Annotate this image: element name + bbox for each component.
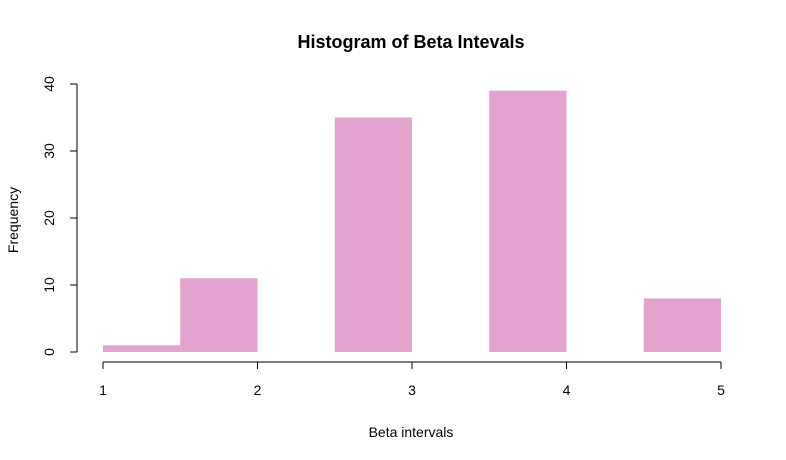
x-tick-label: 5 [717, 382, 725, 398]
x-axis: 1 2 3 4 5 [99, 361, 725, 398]
histogram-bar-3 [334, 117, 412, 352]
x-tick-label: 4 [563, 382, 571, 398]
x-tick-label: 3 [408, 382, 416, 398]
y-tick-label: 20 [41, 210, 57, 226]
y-axis-label: Frequency [5, 187, 21, 253]
y-tick-label: 0 [41, 348, 57, 356]
x-tick-label: 2 [254, 382, 262, 398]
histogram-bar-4 [489, 90, 567, 352]
histogram-bar-5 [643, 298, 721, 352]
y-tick-label: 10 [41, 277, 57, 293]
y-tick-label: 40 [41, 76, 57, 92]
y-axis: 0 10 20 30 40 [41, 76, 78, 356]
y-tick-label: 30 [41, 143, 57, 159]
histogram-bar-1 [103, 345, 181, 352]
bars-group [103, 90, 721, 352]
chart-title: Histogram of Beta Intevals [297, 32, 524, 52]
x-axis-label: Beta intervals [369, 424, 454, 440]
x-tick-label: 1 [99, 382, 107, 398]
histogram-bar-2 [180, 278, 258, 352]
